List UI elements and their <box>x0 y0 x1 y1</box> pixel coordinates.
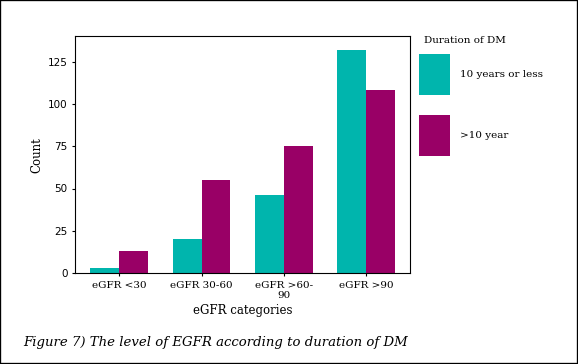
Bar <box>202 180 231 273</box>
Bar <box>119 251 148 273</box>
Text: 10 years or less: 10 years or less <box>460 70 543 79</box>
Y-axis label: Count: Count <box>31 137 43 173</box>
Bar <box>338 50 366 273</box>
Bar <box>90 268 119 273</box>
Bar <box>366 91 395 273</box>
Bar <box>255 195 284 273</box>
Text: >10 year: >10 year <box>460 131 508 140</box>
Bar <box>173 239 202 273</box>
Bar <box>284 146 313 273</box>
Text: Figure 7) The level of EGFR according to duration of DM: Figure 7) The level of EGFR according to… <box>23 336 408 349</box>
X-axis label: eGFR categories: eGFR categories <box>193 304 292 317</box>
Text: Duration of DM: Duration of DM <box>424 36 506 46</box>
FancyBboxPatch shape <box>419 115 450 156</box>
FancyBboxPatch shape <box>419 54 450 95</box>
